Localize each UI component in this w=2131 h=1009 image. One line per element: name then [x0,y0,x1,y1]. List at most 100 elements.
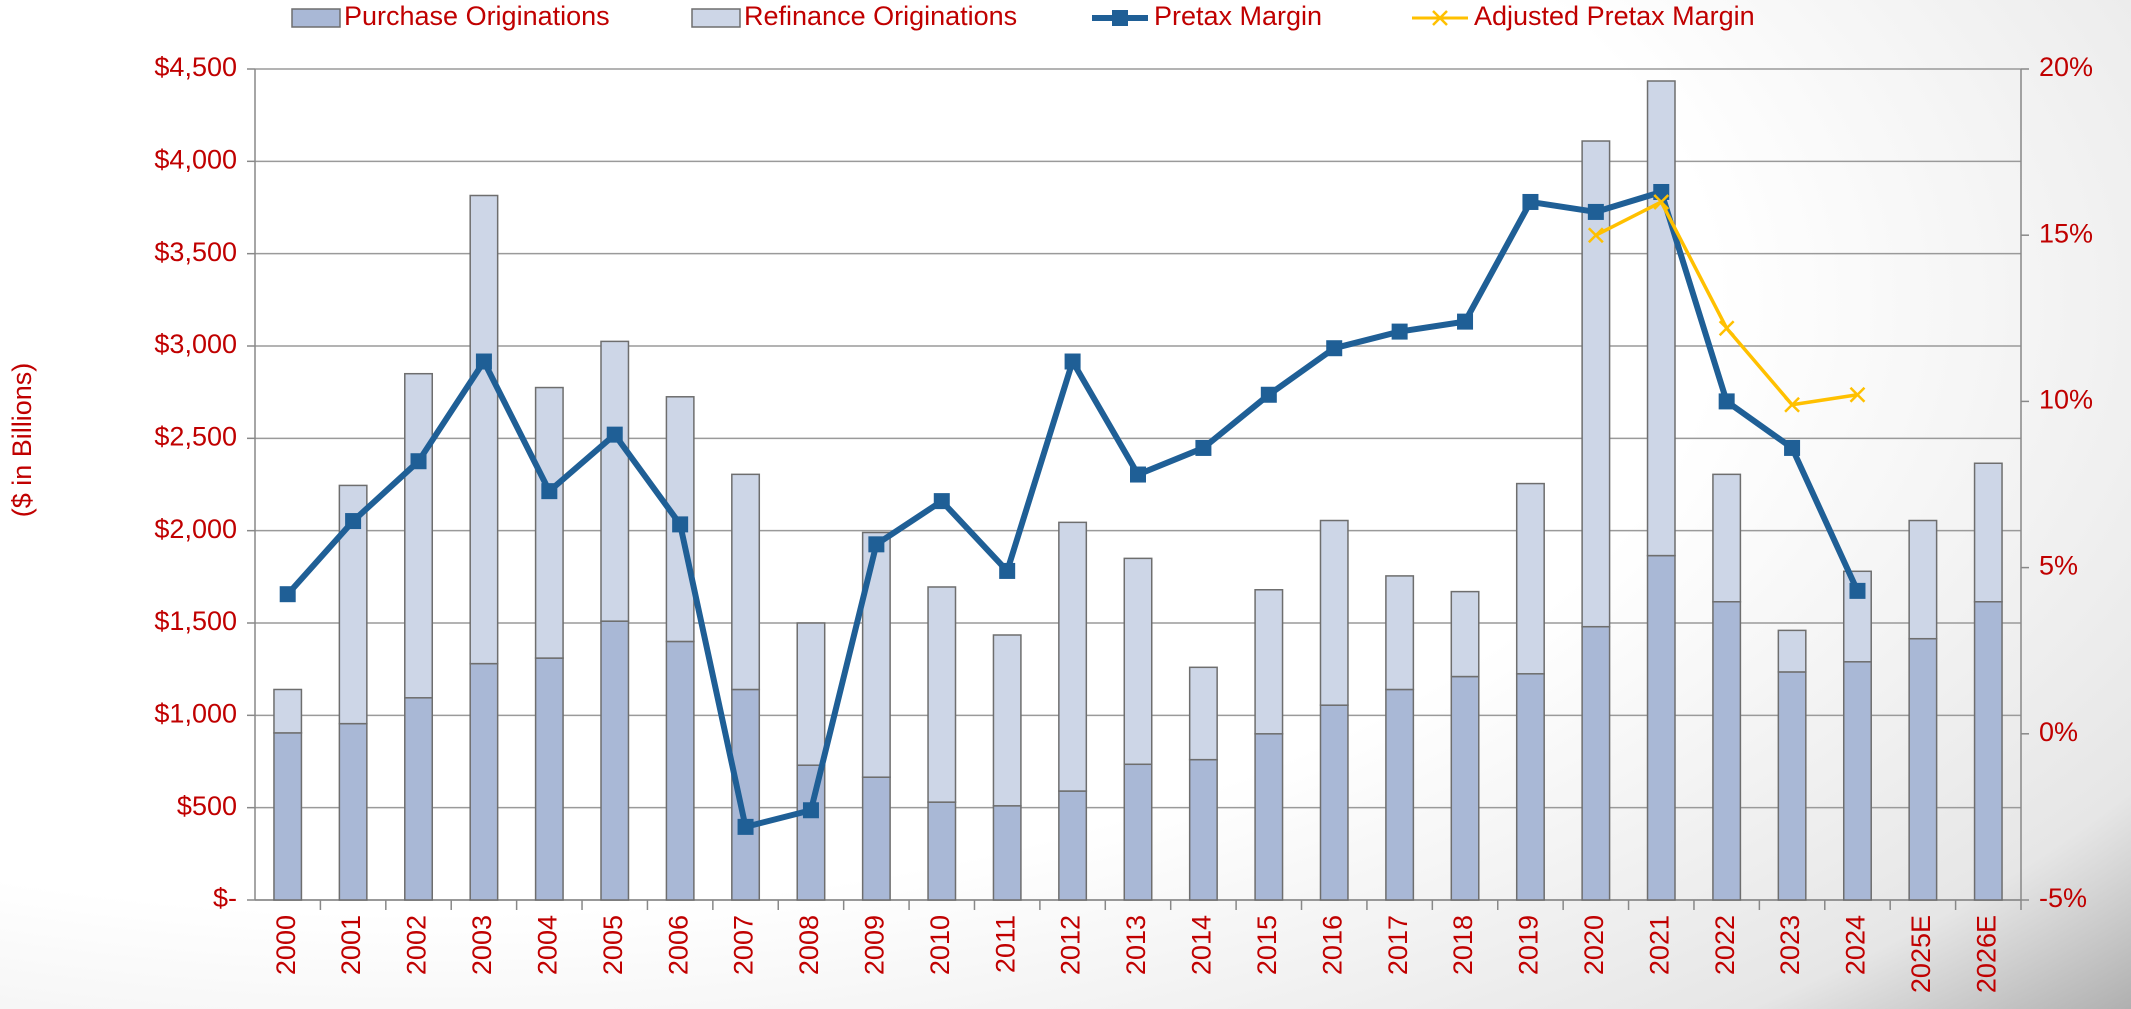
marker [1718,320,1735,337]
marker [999,562,1016,579]
bar [796,764,826,901]
bar [1123,763,1153,901]
bar [1450,675,1480,901]
x-tick-label: 2008 [794,915,824,975]
x-tick-label: 2015 [1252,915,1282,975]
legend-label: Pretax Margin [1154,1,1322,31]
y2-tick-label: 5% [2039,551,2078,581]
x-tick-label: 2020 [1579,915,1609,975]
y-tick-label: $1,000 [154,698,237,728]
bar [1058,521,1088,792]
bar [861,531,891,778]
x-tick-label: 2025E [1906,915,1936,993]
bar [1581,625,1611,901]
marker [672,516,689,533]
x-tick-label: 2019 [1514,915,1544,975]
marker [1849,386,1866,403]
x-tick-label: 2007 [729,915,759,975]
marker [802,802,819,819]
marker [1718,393,1735,410]
marker [1260,386,1277,403]
x-tick-label: 2012 [1056,915,1086,975]
x-tick-label: 2003 [467,915,497,975]
marker [1653,183,1670,200]
bar [1973,601,2003,901]
marker [606,426,623,443]
y-tick-label: $- [213,883,237,913]
marker [1587,227,1604,244]
y-tick-label: $2,500 [154,421,237,451]
bar [273,732,303,901]
bar [469,662,499,901]
bar [1319,519,1349,706]
bar [469,194,499,665]
marker [1784,439,1801,456]
marker [1587,203,1604,220]
bar [1188,666,1218,761]
bar [665,640,695,901]
marker [737,818,754,835]
bar [1777,671,1807,901]
x-tick-label: 2002 [402,915,432,975]
legend-marker [1432,10,1448,26]
bar [1385,575,1415,691]
x-tick-label: 2017 [1383,915,1413,975]
bar [1450,590,1480,678]
marker [279,586,296,603]
y-tick-label: $2,000 [154,514,237,544]
y2-tick-label: -5% [2039,883,2087,913]
bar [927,586,957,803]
bar [1515,482,1545,675]
x-tick-label: 2000 [271,915,301,975]
bar [534,386,564,659]
y-tick-label: $1,500 [154,606,237,636]
bar [796,622,826,766]
bar [338,722,368,901]
x-tick-label: 2022 [1710,915,1740,975]
bar [534,657,564,901]
x-tick-label: 2021 [1644,915,1674,975]
y2-tick-label: 15% [2039,218,2093,248]
x-tick-label: 2014 [1187,915,1217,975]
bar [1385,688,1415,901]
bar [1842,661,1872,901]
bar [731,473,761,691]
bar [1319,704,1349,901]
bar [1254,733,1284,901]
marker [1849,582,1866,599]
bar [600,340,630,622]
marker [1391,323,1408,340]
bar [1515,673,1545,901]
x-tick-label: 2011 [990,915,1020,973]
x-tick-label: 2009 [859,915,889,975]
y-tick-label: $4,500 [154,52,237,82]
y-tick-label: $4,000 [154,144,237,174]
marker [1653,194,1670,210]
legend-swatch [691,8,741,28]
y2-tick-label: 20% [2039,52,2093,82]
x-tick-label: 2016 [1317,915,1347,975]
bar [1908,519,1938,640]
x-tick-label: 2005 [598,915,628,975]
y-tick-label: $500 [177,791,237,821]
bar [1777,629,1807,673]
legend-marker [1112,10,1128,26]
bar [600,620,630,901]
x-tick-label: 2013 [1121,915,1151,975]
marker [1522,193,1539,210]
marker [1195,439,1212,456]
legend-label: Adjusted Pretax Margin [1474,1,1755,31]
legend-swatch [291,8,341,28]
bar [1123,557,1153,766]
bar [861,776,891,901]
x-tick-label: 2001 [336,915,366,975]
x-tick-label: 2023 [1775,915,1805,975]
bar [1188,758,1218,901]
bar [1646,554,1676,901]
x-tick-label: 2024 [1841,915,1871,975]
y-axis-label: ($ in Billions) [7,363,37,518]
y-tick-label: $3,000 [154,329,237,359]
bar [1973,462,2003,603]
bar [1712,601,1742,901]
